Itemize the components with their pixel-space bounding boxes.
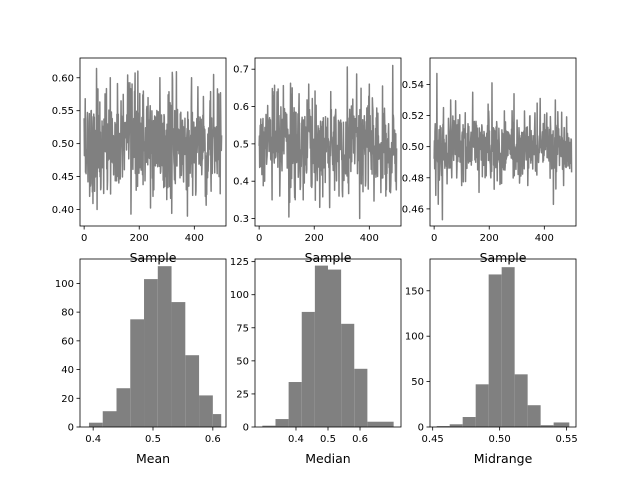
y-tick-label: 0.50 (52, 139, 74, 150)
y-tick-label: 125 (230, 257, 249, 268)
y-tick-label: 60 (61, 336, 74, 347)
y-tick-label: 0.50 (402, 142, 424, 153)
subplot-5: 0.4 0.5 0.6 0 25 50 75 100 125 Median (230, 257, 402, 466)
x-tick-label: 0.55 (555, 434, 577, 445)
x-axis-label: Sample (305, 250, 352, 265)
histogram-bar (185, 355, 200, 427)
histogram-bar (501, 267, 515, 427)
y-tick-label: 0.60 (52, 73, 74, 84)
histogram-bar (436, 426, 450, 427)
histogram-bar (367, 421, 381, 427)
series-line (433, 72, 573, 221)
x-tick-label: 0 (431, 233, 437, 244)
x-tick-label: 0.6 (205, 434, 221, 445)
axes-frame (254, 57, 402, 227)
axes-frame (79, 57, 227, 227)
histogram-bar (199, 395, 213, 427)
y-tick-label: 0.46 (402, 204, 424, 215)
histogram-bar (301, 311, 315, 427)
histogram-bar (475, 384, 489, 427)
axes-frame (429, 57, 577, 227)
y-tick-label: 80 (61, 308, 74, 319)
y-tick-label: 20 (61, 394, 74, 405)
y-tick-label: 150 (405, 286, 424, 297)
x-tick-label: 0 (81, 233, 87, 244)
y-tick-label: 0.45 (52, 172, 74, 183)
x-tick-label: 400 (360, 233, 379, 244)
histogram-bar (449, 424, 463, 427)
y-tick-label: 0.55 (52, 106, 74, 117)
histogram-bar (144, 279, 158, 427)
y-tick-label: 0.6 (233, 102, 249, 113)
y-tick-label: 50 (411, 377, 424, 388)
histogram-bar (328, 269, 342, 427)
histogram-bar (314, 265, 328, 427)
histogram-bar (262, 425, 276, 427)
subplot-1: 0 200 400 0.40 0.45 0.50 0.55 0.60 Sample (52, 57, 227, 265)
series-line (258, 64, 398, 220)
axes-frame (429, 258, 577, 428)
y-tick-label: 0.3 (233, 214, 249, 225)
histogram-bar (553, 422, 570, 427)
histogram-bar (514, 374, 528, 427)
x-tick-label: 0 (256, 233, 262, 244)
y-tick-label: 0.4 (233, 177, 249, 188)
series-line (83, 67, 223, 217)
histogram-bar (116, 388, 131, 427)
x-tick-label: 200 (305, 233, 324, 244)
x-tick-label: 0.4 (85, 434, 101, 445)
x-tick-label: 0.4 (288, 434, 304, 445)
histogram-bar (527, 405, 541, 427)
y-tick-label: 75 (236, 323, 249, 334)
subplot-2: 0 200 400 0.3 0.4 0.5 0.6 0.7 Sample (233, 57, 402, 265)
y-tick-label: 100 (405, 332, 424, 343)
y-tick-label: 0.40 (52, 205, 74, 216)
x-tick-label: 400 (185, 233, 204, 244)
histogram-bar (102, 411, 117, 427)
x-axis-label: Midrange (474, 451, 533, 466)
x-tick-label: 0.6 (352, 434, 368, 445)
histogram-bar (462, 417, 476, 427)
x-axis-label: Mean (136, 451, 170, 466)
y-tick-label: 100 (55, 279, 74, 290)
histogram-bar (488, 274, 502, 427)
histogram-bar (354, 368, 368, 427)
x-axis-label: Sample (130, 250, 177, 265)
y-tick-label: 0.54 (402, 80, 424, 91)
histogram-bar (130, 319, 145, 427)
x-axis-label: Sample (480, 250, 527, 265)
y-tick-label: 0 (68, 423, 74, 434)
x-tick-label: 400 (535, 233, 554, 244)
histogram-bar (288, 382, 302, 427)
y-tick-label: 50 (236, 356, 249, 367)
x-tick-label: 200 (130, 233, 149, 244)
histogram-bar (341, 323, 355, 427)
histogram-bar (275, 419, 289, 427)
histogram-bar (380, 421, 394, 427)
x-axis-label: Median (305, 451, 350, 466)
y-tick-label: 25 (236, 389, 249, 400)
x-tick-label: 0.45 (422, 434, 444, 445)
y-tick-label: 0.52 (402, 111, 424, 122)
histogram-bar (540, 425, 554, 427)
y-tick-label: 0 (243, 423, 249, 434)
x-tick-label: 0.5 (145, 434, 161, 445)
histogram-bar (212, 414, 222, 427)
histogram-bar (157, 266, 172, 427)
histogram-bar (88, 422, 103, 427)
y-tick-label: 0.7 (233, 65, 249, 76)
y-tick-label: 100 (230, 290, 249, 301)
histogram-bar (171, 302, 186, 427)
subplot-6: 0.45 0.50 0.55 0 50 100 150 Midrange (405, 258, 578, 466)
y-tick-label: 40 (61, 365, 74, 376)
y-tick-label: 0.48 (402, 173, 424, 184)
subplot-3: 0 200 400 0.46 0.48 0.50 0.52 0.54 Sample (402, 57, 577, 265)
y-tick-label: 0 (418, 423, 424, 434)
x-tick-label: 0.50 (489, 434, 511, 445)
x-tick-label: 200 (480, 233, 499, 244)
y-tick-label: 0.5 (233, 139, 249, 150)
subplot-4: 0.4 0.5 0.6 0 20 40 60 80 100 Mean (55, 258, 227, 466)
x-tick-label: 0.5 (320, 434, 336, 445)
